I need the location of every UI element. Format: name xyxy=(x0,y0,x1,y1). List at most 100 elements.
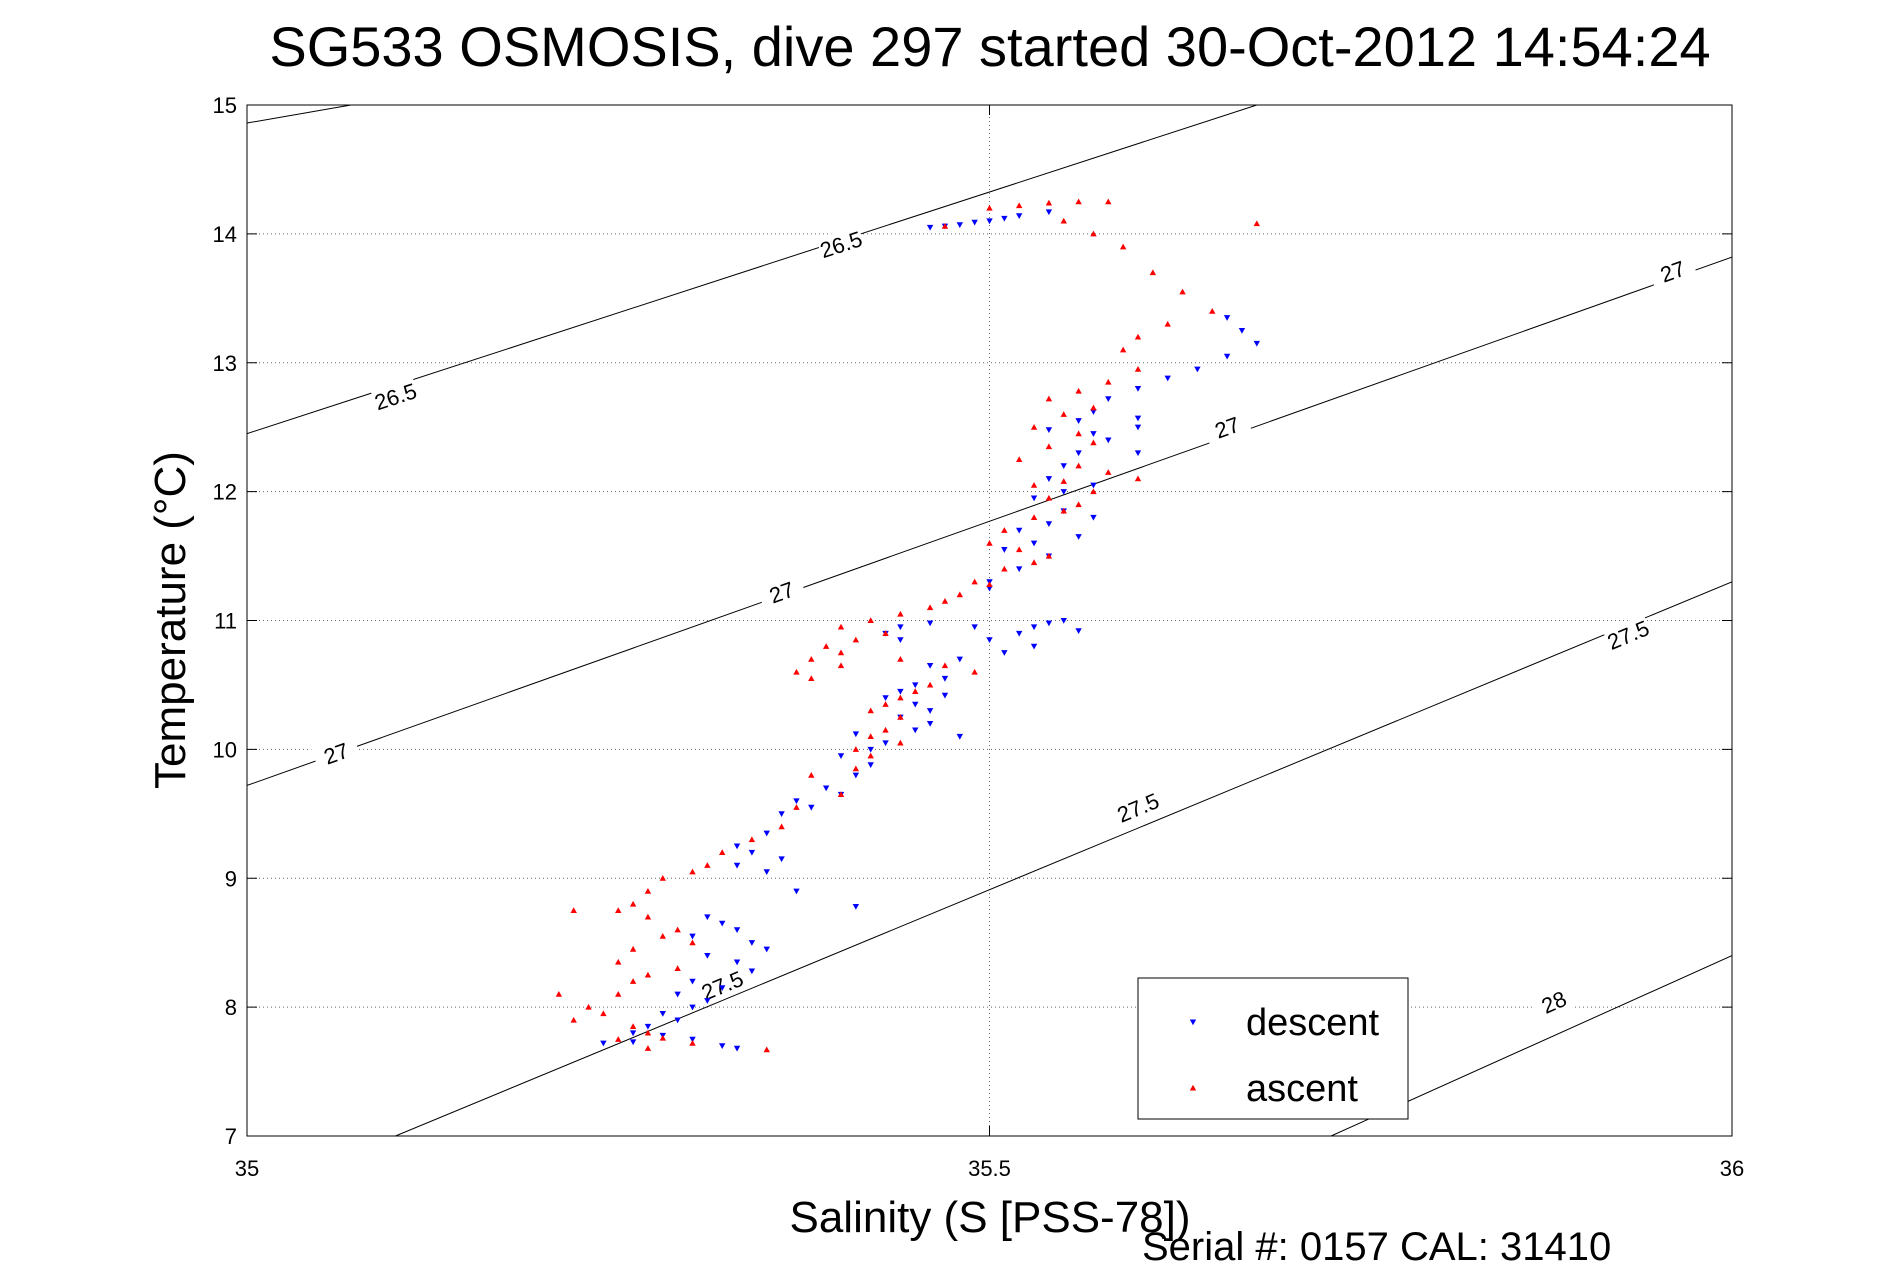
descent-point xyxy=(674,991,681,998)
descent-point xyxy=(1045,476,1053,482)
ascent-point xyxy=(629,900,637,907)
ascent-point xyxy=(867,707,874,714)
descent-point xyxy=(1090,431,1097,437)
ascent-point xyxy=(882,630,889,636)
descent-point xyxy=(912,727,919,734)
descent-point xyxy=(644,1023,652,1030)
ascent-point xyxy=(837,791,845,798)
descent-point xyxy=(986,218,993,225)
ascent-point xyxy=(793,668,800,675)
descent-point xyxy=(1090,514,1097,521)
descent-point xyxy=(629,1039,637,1046)
ascent-point xyxy=(570,907,577,914)
ascent-point xyxy=(1179,288,1186,295)
descent-point xyxy=(867,762,874,769)
ascent-point xyxy=(1075,387,1082,394)
ascent-point xyxy=(867,617,874,624)
descent-point xyxy=(733,959,741,966)
ascent-point xyxy=(659,875,666,881)
descent-point xyxy=(1105,437,1112,444)
ascent-point xyxy=(778,823,785,830)
ascent-point xyxy=(1045,443,1053,450)
descent-point xyxy=(1045,620,1053,627)
ascent-point xyxy=(748,836,756,843)
x-tick-label: 35 xyxy=(235,1156,259,1181)
ascent-point xyxy=(897,694,904,701)
ascent-point xyxy=(897,713,904,720)
x-tick-label: 36 xyxy=(1720,1156,1744,1181)
legend-ascent-marker xyxy=(1189,1084,1197,1091)
ascent-point xyxy=(1090,488,1097,495)
descent-point xyxy=(1075,628,1082,635)
descent-point xyxy=(1105,396,1112,403)
descent-point xyxy=(719,920,726,927)
ascent-point xyxy=(689,868,696,875)
axis-ticks: 35 35.5 36 7 8 9 10 11 12 13 14 15 xyxy=(213,93,1745,1181)
contour-label-bg xyxy=(1602,614,1654,656)
ascent-point xyxy=(1209,308,1216,314)
contour-label-bg xyxy=(311,733,362,773)
ascent-point xyxy=(882,701,889,707)
x-tick-label: 35.5 xyxy=(968,1156,1011,1181)
ascent-point xyxy=(808,655,815,662)
ascent-point xyxy=(897,655,904,662)
descent-point xyxy=(1030,495,1038,502)
descent-point xyxy=(956,656,963,663)
descent-point xyxy=(1134,385,1142,392)
descent-point xyxy=(733,862,741,869)
descent-point xyxy=(1253,340,1260,347)
ascent-point xyxy=(1105,198,1112,205)
contour-label-bg xyxy=(1202,407,1253,447)
descent-point xyxy=(1016,213,1023,220)
ascent-point xyxy=(867,733,874,740)
ascent-point xyxy=(897,610,904,617)
contour-label-bg xyxy=(1647,251,1698,291)
ascent-point xyxy=(852,765,860,772)
descent-point xyxy=(808,804,815,811)
descent-point xyxy=(1060,489,1067,495)
ascent-point xyxy=(867,752,874,759)
descent-point xyxy=(1030,643,1038,650)
contour-label-bg xyxy=(696,964,748,1006)
descent-point xyxy=(1090,482,1097,489)
ascent-point xyxy=(1060,411,1067,417)
y-tick-label: 12 xyxy=(213,480,237,505)
ascent-point xyxy=(941,662,949,669)
y-axis-label: Temperature (°C) xyxy=(146,451,195,789)
descent-point xyxy=(1134,415,1142,422)
ascent-point xyxy=(971,578,978,585)
contour-label-bg xyxy=(1112,786,1164,828)
ascent-point xyxy=(719,849,726,856)
legend-descent-triangle-icon xyxy=(1189,1019,1197,1026)
descent-point xyxy=(763,830,770,837)
descent-point xyxy=(926,620,934,627)
data-points xyxy=(555,198,1260,1053)
descent-point xyxy=(1045,427,1053,433)
descent-point xyxy=(719,985,726,991)
ascent-point xyxy=(1105,469,1112,475)
descent-point xyxy=(956,733,963,740)
ascent-point xyxy=(926,604,934,611)
descent-point xyxy=(689,1004,696,1011)
ascent-point xyxy=(615,907,622,914)
descent-point xyxy=(852,772,860,779)
descent-point xyxy=(912,682,919,689)
descent-point xyxy=(733,927,741,933)
y-tick-label: 9 xyxy=(225,866,237,891)
descent-point xyxy=(941,692,949,699)
descent-point xyxy=(748,849,756,856)
y-tick-label: 7 xyxy=(225,1124,237,1149)
contour-label-bg xyxy=(1528,981,1580,1023)
ascent-point xyxy=(986,539,993,546)
ascent-point xyxy=(926,681,934,688)
descent-point xyxy=(882,740,889,747)
ascent-point xyxy=(822,643,830,649)
ascent-point xyxy=(837,662,845,669)
descent-point xyxy=(986,637,993,644)
descent-point xyxy=(897,624,904,631)
ascent-point xyxy=(941,597,949,604)
ascent-point xyxy=(615,958,622,965)
descent-point xyxy=(941,675,949,682)
ascent-point xyxy=(689,939,696,946)
